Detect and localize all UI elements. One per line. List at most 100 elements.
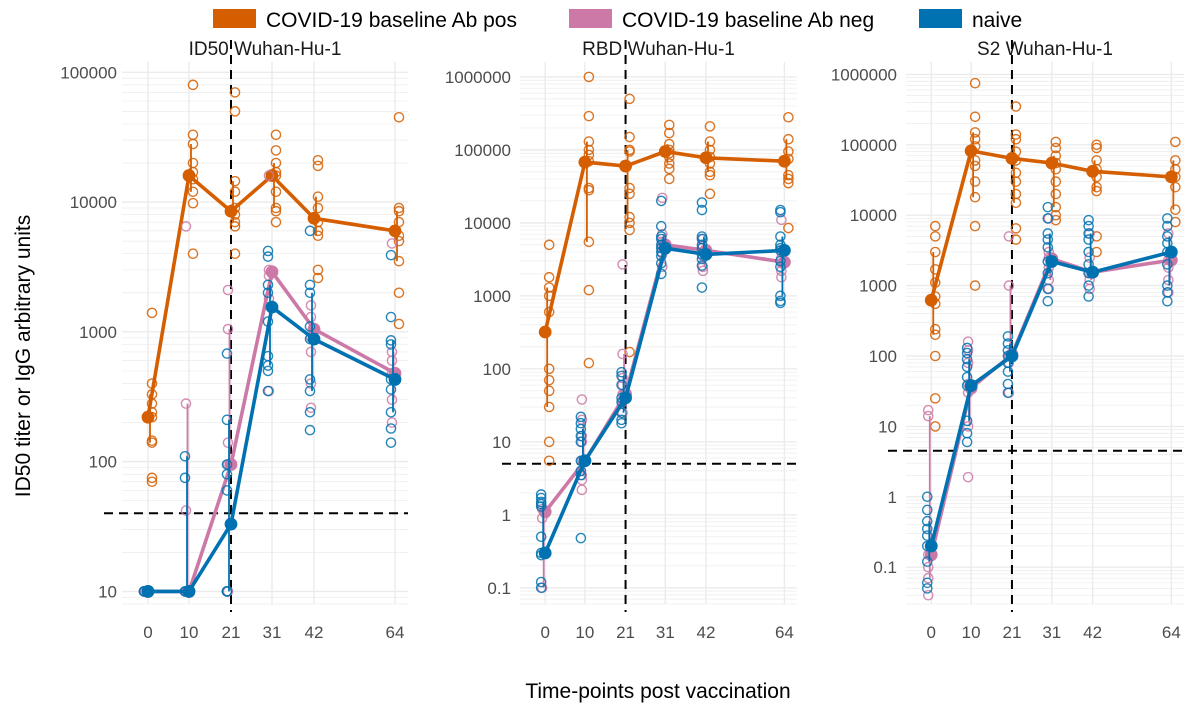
x-tick-label: 10 xyxy=(962,623,981,642)
data-point xyxy=(1002,387,1014,399)
y-tick-label: 0.1 xyxy=(873,558,897,577)
y-tick-label: 10 xyxy=(878,417,897,436)
panel-3: 0.1 1 10 100 1000 10000 100000 1000000 0 10 21 31 42… xyxy=(831,39,1184,642)
y-axis-label: ID50 titer or IgG arbitrary units xyxy=(12,215,35,497)
data-point xyxy=(1010,133,1022,145)
data-point xyxy=(386,417,398,428)
data-point xyxy=(1162,280,1173,291)
median-point xyxy=(307,211,321,225)
data-point xyxy=(583,144,595,156)
data-point xyxy=(262,245,274,257)
median-point xyxy=(658,241,672,255)
data-point xyxy=(1083,234,1094,245)
median-point xyxy=(964,144,978,158)
data-point xyxy=(969,280,981,291)
data-point xyxy=(783,111,794,123)
median-point xyxy=(699,151,713,165)
data-point xyxy=(1163,274,1174,286)
x-tick-label: 21 xyxy=(222,623,241,642)
data-point xyxy=(221,468,233,480)
median-point xyxy=(388,373,402,386)
data-point xyxy=(921,504,933,516)
y-tick-label: 100000 xyxy=(840,136,897,155)
data-point xyxy=(783,169,794,181)
median-point xyxy=(619,159,632,173)
data-point xyxy=(921,515,933,527)
data-point xyxy=(704,136,716,147)
data-point xyxy=(704,169,716,181)
series-naive xyxy=(921,201,1178,594)
data-point xyxy=(697,261,709,273)
median-point xyxy=(265,265,279,279)
data-point xyxy=(187,129,199,141)
data-point xyxy=(1010,223,1022,234)
median-point xyxy=(1086,164,1100,178)
median-point xyxy=(578,454,592,468)
data-point xyxy=(385,339,397,350)
median-point xyxy=(182,169,196,182)
data-point xyxy=(775,297,786,309)
data-point xyxy=(775,290,786,302)
x-tick-label: 10 xyxy=(575,623,594,642)
data-point xyxy=(1091,139,1102,151)
median-line xyxy=(148,305,396,594)
data-point xyxy=(663,173,675,185)
panel-2: 0.1 1 10 100 1000 10000 100000 1000000 0 10 21 31 42… xyxy=(445,39,797,642)
data-point xyxy=(1091,181,1102,193)
data-point xyxy=(312,191,324,202)
median-point xyxy=(538,325,552,339)
data-point xyxy=(1091,246,1102,258)
data-point xyxy=(1042,234,1054,245)
data-point xyxy=(783,177,794,189)
x-tick-label: 64 xyxy=(386,623,405,642)
data-point xyxy=(146,476,158,488)
x-tick-label: 31 xyxy=(656,623,675,642)
data-point xyxy=(312,230,324,242)
y-tick-label: 1000 xyxy=(859,277,897,296)
data-point xyxy=(624,346,635,358)
data-point xyxy=(704,121,716,132)
data-point xyxy=(180,221,192,232)
data-point xyxy=(624,131,635,143)
data-point xyxy=(187,248,199,260)
data-point xyxy=(304,424,316,436)
data-point xyxy=(312,272,324,284)
data-point xyxy=(229,221,241,232)
data-point xyxy=(961,347,973,359)
data-point xyxy=(221,586,233,597)
data-point xyxy=(961,436,973,448)
data-point xyxy=(922,410,934,422)
x-axis-label: Time-points post vaccination xyxy=(525,680,790,703)
y-tick-label: 1000000 xyxy=(445,68,511,87)
median-line xyxy=(543,149,785,333)
data-point xyxy=(576,484,588,496)
data-point xyxy=(961,353,973,365)
data-point xyxy=(187,138,199,150)
data-point xyxy=(229,248,241,260)
data-point xyxy=(535,582,547,594)
legend-key-neg xyxy=(569,9,612,28)
data-point xyxy=(616,417,627,429)
data-point xyxy=(696,204,708,216)
data-point xyxy=(270,145,282,156)
data-point xyxy=(1162,259,1173,270)
data-point xyxy=(312,160,324,172)
data-point xyxy=(961,342,973,354)
data-point xyxy=(221,485,233,496)
data-point xyxy=(624,211,635,223)
y-tick-label: 10 xyxy=(98,582,117,601)
data-point xyxy=(1042,201,1054,213)
y-tick-label: 1 xyxy=(502,506,511,525)
data-point xyxy=(696,282,708,293)
data-point xyxy=(312,264,324,276)
data-point xyxy=(575,436,587,448)
data-point xyxy=(386,355,398,366)
data-point xyxy=(575,417,587,429)
data-point xyxy=(969,133,981,145)
data-point xyxy=(921,491,933,503)
data-point xyxy=(305,402,317,414)
data-point xyxy=(304,385,316,397)
series-neg xyxy=(922,213,1178,601)
data-point xyxy=(583,71,595,83)
data-point xyxy=(229,186,241,198)
